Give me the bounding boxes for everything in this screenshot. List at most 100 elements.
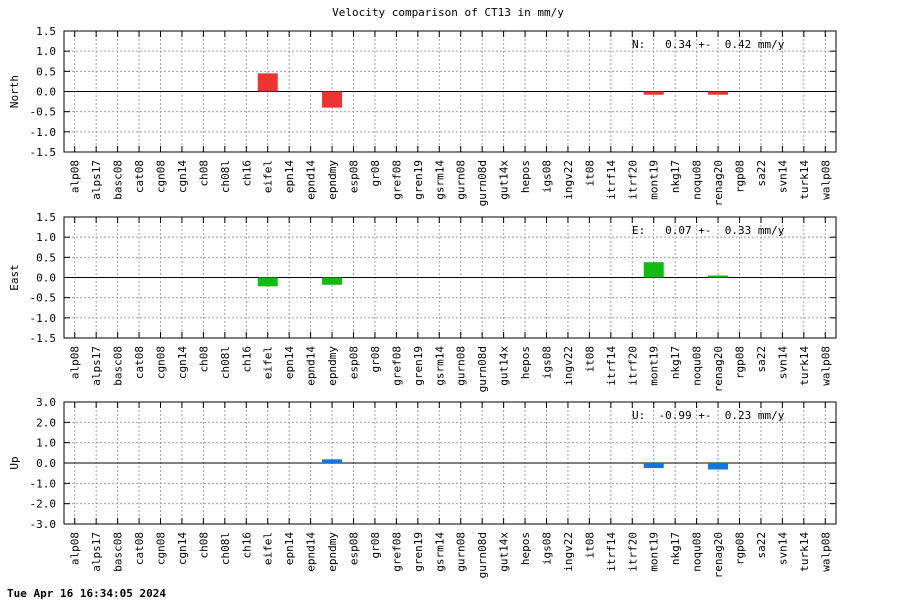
x-tick-label: gr08 — [369, 532, 382, 559]
x-tick-label: gurn08 — [455, 532, 468, 572]
x-tick-label: renag20 — [712, 346, 725, 392]
x-tick-label: gurn08d — [476, 532, 489, 578]
x-tick-label: epnd14 — [305, 160, 318, 200]
bar-epndmy — [322, 91, 343, 108]
x-tick-label: itrf20 — [626, 346, 639, 386]
x-tick-label: esp08 — [348, 346, 361, 379]
x-tick-label: esp08 — [348, 160, 361, 193]
x-tick-label: gren19 — [412, 346, 425, 386]
x-tick-label: ingv22 — [562, 160, 575, 200]
x-tick-label: cgn08 — [155, 532, 168, 565]
x-tick-label: nkg17 — [669, 532, 682, 565]
plot-frame — [63, 216, 837, 339]
x-tick-label: ch08 — [197, 346, 210, 373]
x-tick-label: ch08l — [219, 532, 232, 565]
y-tick-label: -0.5 — [30, 106, 57, 119]
x-tick-label: basc08 — [112, 160, 125, 200]
x-tick-label: renag20 — [712, 532, 725, 578]
timestamp: Tue Apr 16 16:34:05 2024 — [7, 587, 166, 600]
y-tick-label: 1.0 — [36, 437, 56, 450]
plot-frame — [63, 401, 837, 525]
x-tick-label: ch16 — [240, 532, 253, 559]
bar-mont19 — [643, 262, 664, 278]
x-tick-label: mont19 — [648, 346, 661, 386]
panel-up: 3.0 2.0 1.0 0.0 -1.0 -2.0 -3.0 alp08 alps17 basc0… — [8, 396, 837, 578]
x-tick-label: ch08 — [197, 160, 210, 187]
x-tick-label: alps17 — [90, 160, 103, 200]
x-tick-label: turk14 — [798, 346, 811, 386]
y-tick-label: -2.0 — [30, 498, 57, 511]
x-tick-label: gut14x — [498, 532, 511, 572]
x-tick-label: noqu08 — [691, 532, 704, 572]
y-tick-label: 0.0 — [36, 272, 56, 285]
x-tick-label: sa22 — [755, 160, 768, 187]
x-tick-label: walp08 — [819, 532, 832, 572]
x-tick-label: svn14 — [776, 160, 789, 193]
bar-renag20 — [708, 275, 729, 278]
x-tick-label: basc08 — [112, 346, 125, 386]
x-tick-label: cat08 — [133, 346, 146, 379]
x-tick-label: cgn14 — [176, 532, 189, 565]
panel-east: 1.5 1.0 0.5 0.0 -0.5 -1.0 -1.5 alp08 alps17 basc0… — [8, 211, 837, 392]
bar-epndmy — [322, 459, 343, 463]
x-tick-label: it08 — [583, 346, 596, 373]
x-tick-label: gref08 — [390, 160, 403, 200]
y-tick-label: 0.5 — [36, 65, 56, 78]
x-tick-label: gref08 — [390, 532, 403, 572]
stats-annotation: N: 0.34 +- 0.42 mm/y — [632, 38, 785, 51]
x-tick-label: epnd14 — [305, 346, 318, 386]
x-tick-label: gren19 — [412, 160, 425, 200]
x-tick-label: walp08 — [819, 160, 832, 200]
x-tick-label: basc08 — [112, 532, 125, 572]
x-tick-label: cgn14 — [176, 346, 189, 379]
y-tick-label: -0.5 — [30, 292, 57, 305]
x-tick-label: cgn08 — [155, 160, 168, 193]
x-tick-label: hepos — [519, 160, 532, 193]
x-tick-label: epn14 — [283, 346, 296, 379]
x-tick-label: epndmy — [326, 160, 339, 200]
bar-eifel — [257, 277, 278, 287]
x-tick-label: ch16 — [240, 160, 253, 187]
x-tick-label: gut14x — [498, 346, 511, 386]
x-tick-label: gurn08 — [455, 346, 468, 386]
x-tick-label: ch08l — [219, 160, 232, 193]
x-tick-label: nkg17 — [669, 346, 682, 379]
x-tick-label: igs08 — [541, 532, 554, 565]
bar-epndmy — [322, 277, 343, 285]
y-tick-label: 1.0 — [36, 231, 56, 244]
stats-annotation: E: 0.07 +- 0.33 mm/y — [632, 224, 785, 237]
x-tick-label: it08 — [583, 532, 596, 559]
x-tick-label: ingv22 — [562, 532, 575, 572]
x-tick-label: hepos — [519, 532, 532, 565]
y-tick-label: 1.5 — [36, 25, 56, 38]
x-tick-label: gurn08d — [476, 346, 489, 392]
x-tick-label: itrf14 — [605, 532, 618, 572]
bar-renag20 — [708, 463, 729, 470]
y-tick-label: 0.5 — [36, 251, 56, 264]
panels-group: 1.5 1.0 0.5 0.0 -0.5 -1.0 -1.5 alp08 alps17 basc0… — [8, 25, 837, 578]
bar-eifel — [257, 73, 278, 92]
stats-annotation: U: -0.99 +- 0.23 mm/y — [632, 409, 785, 422]
y-tick-label: -1.0 — [30, 477, 57, 490]
x-tick-label: epn14 — [283, 160, 296, 193]
x-tick-label: alp08 — [69, 160, 82, 193]
x-tick-label: it08 — [583, 160, 596, 187]
y-tick-label: -1.5 — [30, 332, 57, 345]
x-tick-label: eifel — [262, 346, 275, 379]
x-tick-label: epndmy — [326, 532, 339, 572]
x-tick-label: gsrm14 — [433, 346, 446, 386]
x-tick-label: cat08 — [133, 532, 146, 565]
plot-frame — [63, 30, 837, 153]
y-tick-label: 3.0 — [36, 396, 56, 409]
x-tick-label: itrf20 — [626, 532, 639, 572]
y-tick-label: 0.0 — [36, 457, 56, 470]
x-tick-label: ch08 — [197, 532, 210, 559]
panel-north: 1.5 1.0 0.5 0.0 -0.5 -1.0 -1.5 alp08 alps17 basc0… — [8, 25, 837, 206]
x-tick-label: itrf20 — [626, 160, 639, 200]
y-axis-label: Up — [8, 456, 21, 469]
x-tick-label: rgp08 — [734, 532, 747, 565]
y-tick-label: -1.0 — [30, 126, 57, 139]
y-tick-label: 0.0 — [36, 86, 56, 99]
x-tick-label: alps17 — [90, 346, 103, 386]
